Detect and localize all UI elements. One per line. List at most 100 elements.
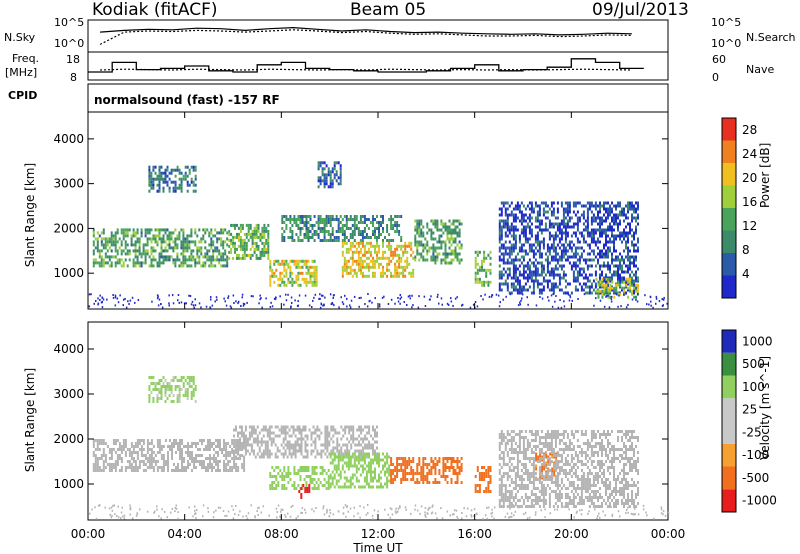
scatter-cell <box>556 222 559 226</box>
scatter-cell <box>483 466 486 469</box>
scatter-cell <box>164 177 167 181</box>
scatter-cell <box>168 255 171 259</box>
scatter-cell <box>609 210 611 214</box>
scatter-cell <box>243 466 246 469</box>
scatter-cell <box>152 249 155 253</box>
scatter-cell <box>261 235 264 239</box>
scatter-speckle <box>551 305 554 308</box>
scatter-cell <box>279 283 282 287</box>
scatter-cell <box>337 221 340 224</box>
scatter-cell <box>241 253 244 257</box>
scatter-cell <box>215 463 217 466</box>
scatter-cell <box>564 228 567 232</box>
scatter-speckle <box>608 306 611 309</box>
scatter-cell <box>380 256 382 260</box>
scatter-cell <box>293 484 296 487</box>
scatter-cell <box>597 222 599 226</box>
scatter-cell <box>432 460 435 463</box>
scatter-cell <box>483 472 486 475</box>
scatter-cell <box>245 223 248 227</box>
scatter-speckle <box>648 303 650 306</box>
scatter-cell <box>296 440 299 444</box>
scatter-cell <box>188 240 191 244</box>
scatter-cell <box>540 231 543 235</box>
scatter-cell <box>346 449 349 453</box>
scatter-cell <box>546 216 549 220</box>
scatter-cell <box>224 249 227 253</box>
scatter-cell <box>376 253 378 257</box>
scatter-speckle <box>97 302 100 305</box>
scatter-cell <box>132 466 135 469</box>
scatter-speckle <box>394 302 396 305</box>
scatter-cell <box>452 249 455 253</box>
scatter-cell <box>337 455 340 459</box>
scatter-cell <box>406 262 409 266</box>
scatter-cell <box>452 219 455 223</box>
scatter-cell <box>603 201 605 205</box>
scatter-cell <box>617 213 619 217</box>
scatter-speckle <box>623 293 625 296</box>
scatter-cell <box>165 463 167 466</box>
scatter-cell <box>582 240 585 244</box>
scatter-cell <box>303 236 306 239</box>
scatter-cell <box>446 466 449 469</box>
scatter-cell <box>574 252 577 256</box>
scatter-cell <box>452 222 455 226</box>
scatter-cell <box>225 451 228 454</box>
scatter-cell <box>599 267 601 271</box>
scatter-cell <box>164 174 167 178</box>
scatter-cell <box>225 457 228 460</box>
scatter-cell <box>292 425 295 429</box>
scatter-cell <box>607 207 609 211</box>
scatter-cell <box>456 478 459 481</box>
scatter-cell <box>194 177 197 181</box>
scatter-cell <box>580 285 583 289</box>
scatter-cell <box>542 285 545 289</box>
scatter-cell <box>232 223 235 227</box>
scatter-cell <box>167 463 169 466</box>
scatter-cell <box>597 261 599 265</box>
scatter-cell <box>301 271 304 275</box>
scatter-cell <box>354 443 357 447</box>
scatter-cell <box>150 391 153 394</box>
scatter-cell <box>582 237 585 241</box>
scatter-cell <box>267 229 270 233</box>
scatter-cell <box>214 234 217 238</box>
scatter-cell <box>623 286 626 290</box>
scatter-cell <box>160 228 163 232</box>
scatter-cell <box>520 249 523 253</box>
scatter-cell <box>235 446 237 450</box>
scatter-cell <box>300 428 303 432</box>
scatter-cell <box>551 455 554 459</box>
scatter-cell <box>320 443 323 447</box>
scatter-cell <box>374 440 376 444</box>
scatter-speckle <box>469 306 472 309</box>
scatter-cell <box>146 231 149 235</box>
scatter-cell <box>309 215 312 218</box>
scatter-cell <box>181 451 183 454</box>
scatter-cell <box>285 475 288 478</box>
scatter-cell <box>489 475 492 478</box>
scatter-cell <box>171 448 173 451</box>
scatter-cell <box>390 259 393 263</box>
scatter-cell <box>538 246 541 250</box>
scatter-cell <box>572 201 575 205</box>
scatter-cell <box>92 228 95 232</box>
scatter-cell <box>603 207 605 211</box>
scatter-cell <box>358 425 361 429</box>
scatter-cell <box>166 165 169 169</box>
scatter-cell <box>386 244 389 248</box>
scatter-cell <box>314 446 317 450</box>
scatter-cell <box>158 255 161 259</box>
scatter-cell <box>376 431 378 435</box>
scatter-cell <box>436 460 439 463</box>
scatter-cell <box>166 228 169 232</box>
scatter-cell <box>160 391 163 394</box>
scatter-cell <box>376 485 378 489</box>
scatter-cell <box>182 240 185 244</box>
scatter-cell <box>136 457 139 460</box>
scatter-cell <box>615 264 617 268</box>
scatter-cell <box>560 288 563 292</box>
scatter-cell <box>487 484 490 487</box>
scatter-cell <box>162 457 165 460</box>
